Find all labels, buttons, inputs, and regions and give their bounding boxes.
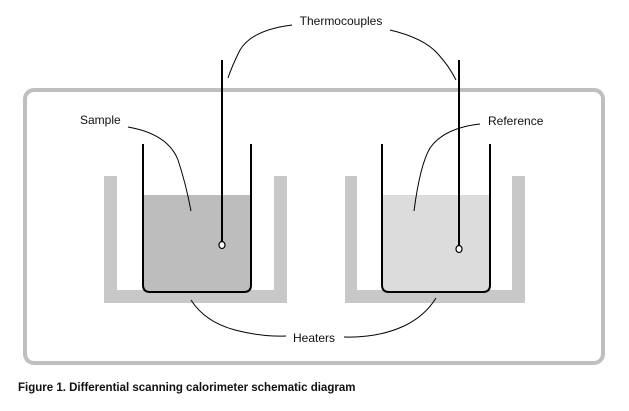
enclosure [23,88,605,365]
figure-caption: Figure 1. Differential scanning calorime… [18,382,355,394]
heater-right [345,176,525,303]
thermocouple-tip-left [218,240,226,250]
sample-beaker [142,144,252,293]
leader-thermocouples-left [227,24,293,79]
label-sample: Sample [80,113,121,127]
label-thermocouples: Thermocouples [300,14,383,28]
label-heaters: Heaters [293,331,335,345]
leader-sample [127,126,192,212]
reference-liquid [382,195,490,292]
leader-reference [413,123,481,212]
reference-beaker [381,144,491,293]
sample-liquid [143,195,251,292]
leader-heaters-left [190,299,287,337]
heater-left [104,176,287,303]
leader-thermocouples-right [389,29,457,81]
label-reference: Reference [488,114,544,128]
leader-heaters-right [343,297,437,338]
thermocouple-tip-right [455,244,463,254]
